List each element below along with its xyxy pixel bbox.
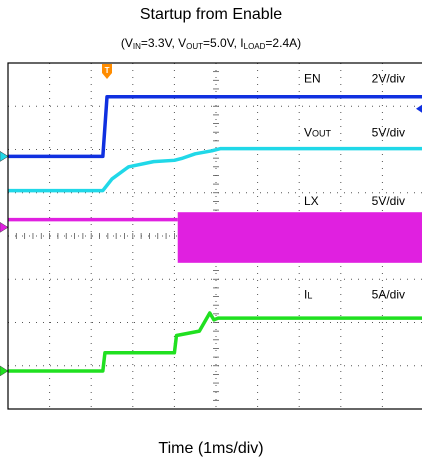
chart-subtitle: (VIN=3.3V, VOUT=5.0V, ILOAD=2.4A) [0,36,422,51]
trace-il [8,311,422,373]
ground-marker-vout [0,151,9,162]
trace-scale: 5A/div [372,288,405,302]
subtitle-part: IN [132,42,141,51]
plot-border [7,62,422,410]
trace-scale: 5V/div [372,126,405,140]
trace-scale: 2V/div [372,71,405,85]
trace-label: LX [304,194,319,208]
ground-marker-lx [0,222,9,233]
traces [8,94,422,373]
trace-labels: EN 2V/div VOUT 5V/div LX 5V/div IL 5A/div [304,71,405,301]
subtitle-part: (V [120,36,133,50]
x-axis-label: Time (1ms/div) [158,440,264,457]
trace-en [8,94,422,159]
trace-vout [8,146,422,193]
trigger-marker-icon [102,64,113,79]
chart-title: Startup from Enable [139,6,283,23]
trace-scale: 5V/div [372,194,405,208]
markers: T [0,64,422,377]
trace-label: IL [304,288,312,302]
trace-lx-switching [177,212,422,263]
trace-label: VOUT [304,126,332,140]
ground-marker-il [0,365,9,377]
subtitle-part: =5.0V, I [203,36,244,50]
trigger-marker-label: T [105,66,110,75]
level-marker-icon [416,104,422,113]
trace-label-subscript: L [307,291,312,301]
subtitle-part: =2.4A) [265,36,302,50]
subtitle-part: =3.3V, V [140,36,187,50]
trace-label-subscript: OUT [312,129,332,139]
trace-label: EN [304,71,321,85]
subtitle-part: OUT [186,42,204,51]
subtitle-part: LOAD [243,42,266,51]
